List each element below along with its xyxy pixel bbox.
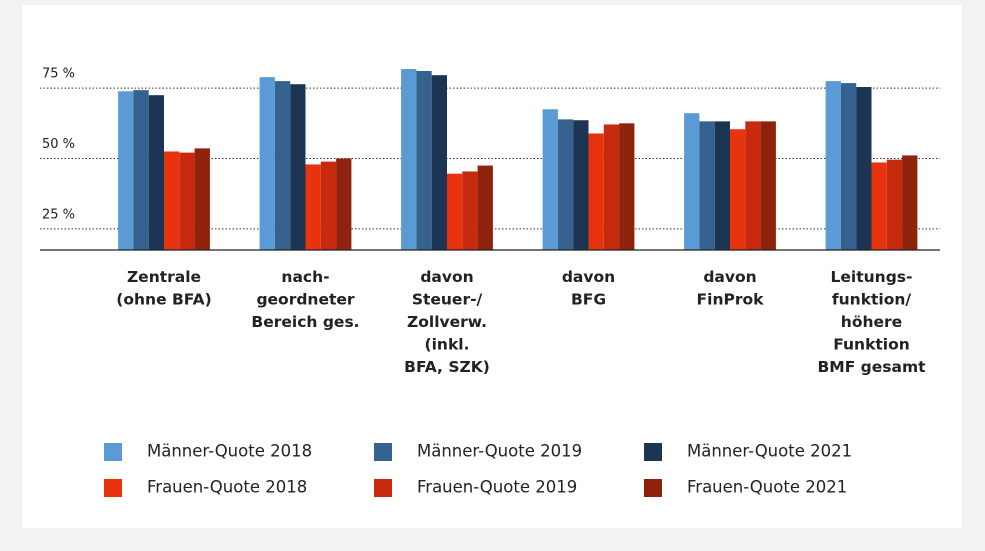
- legend-label: Männer-Quote 2018: [147, 442, 312, 461]
- y-tick-label: 50 %: [42, 137, 75, 152]
- legend-swatch: [104, 443, 122, 461]
- x-tick-label-line: funktion/: [832, 290, 912, 308]
- legend-label: Frauen-Quote 2018: [147, 478, 307, 497]
- x-tick-label: davon BFG: [562, 268, 615, 309]
- x-tick-label: Zentrale (ohne BFA): [116, 268, 211, 309]
- bar: [194, 148, 210, 250]
- x-tick-label-line: Funktion: [833, 335, 910, 353]
- bar: [730, 129, 746, 250]
- bar: [573, 120, 589, 251]
- x-tick-label-line: (ohne BFA): [116, 290, 211, 308]
- y-tick-label: 25 %: [42, 207, 75, 222]
- bar: [825, 81, 841, 250]
- bar: [603, 124, 620, 250]
- x-tick-label: nach-geordneter Bereich ges.: [251, 268, 359, 331]
- x-tick-label: davon Steuer-/ Zollverw. (inkl. BFA, SZK): [404, 268, 490, 376]
- bar: [431, 75, 447, 250]
- x-tick-label: Leitungs-funktion/höhere Funktion BMF gesa…: [817, 268, 926, 376]
- panel: [22, 5, 962, 528]
- bar: [259, 77, 275, 250]
- bar: [871, 162, 887, 250]
- x-tick-label-line: FinProk: [697, 290, 765, 308]
- bar: [745, 121, 761, 250]
- bar: [274, 81, 291, 250]
- bar: [902, 155, 918, 250]
- x-tick-label-line: (inkl.: [425, 335, 470, 353]
- bar: [619, 123, 635, 250]
- x-tick-label-line: höhere: [841, 313, 902, 331]
- bar: [336, 158, 352, 250]
- legend-label: Männer-Quote 2019: [417, 442, 582, 461]
- x-tick-label-line: Zentrale: [127, 268, 201, 286]
- legend-swatch: [374, 479, 392, 497]
- x-tick-label-line: BFG: [571, 290, 606, 308]
- bar: [684, 113, 700, 250]
- bar: [477, 165, 493, 250]
- x-tick-label-line: Bereich ges.: [251, 313, 359, 331]
- y-tick-label: 75 %: [42, 67, 75, 82]
- bar: [305, 164, 321, 250]
- bar: [588, 133, 604, 250]
- bar: [557, 119, 574, 250]
- bar: [290, 84, 306, 251]
- x-tick-label-line: davon: [562, 268, 615, 286]
- legend-swatch: [374, 443, 392, 461]
- x-tick-label-line: Steuer-/: [412, 290, 483, 308]
- x-tick-label-line: BMF gesamt: [817, 358, 926, 376]
- bar: [886, 159, 903, 250]
- x-tick-label: davon FinProk: [697, 268, 765, 309]
- x-tick-label-line: BFA, SZK): [404, 358, 490, 376]
- x-tick-label-line: nach-: [281, 268, 329, 286]
- legend-label: Frauen-Quote 2021: [687, 478, 847, 497]
- bar: [179, 152, 195, 250]
- bar: [447, 173, 463, 250]
- bar: [133, 90, 149, 250]
- legend-swatch: [644, 443, 662, 461]
- x-tick-label-line: Leitungs-: [831, 268, 913, 286]
- bar: [760, 121, 776, 250]
- x-tick-label-line: Zollverw.: [407, 313, 487, 331]
- x-tick-label-line: davon: [420, 268, 473, 286]
- bar: [320, 161, 337, 250]
- bar: [416, 70, 432, 250]
- bar: [856, 87, 872, 251]
- legend-swatch: [644, 479, 662, 497]
- bar: [118, 91, 134, 250]
- legend-label: Frauen-Quote 2019: [417, 478, 577, 497]
- bar: [401, 69, 417, 250]
- bar: [542, 109, 558, 250]
- bar: [840, 83, 857, 250]
- legend-label: Männer-Quote 2021: [687, 442, 852, 461]
- x-tick-label-line: davon: [703, 268, 756, 286]
- legend-swatch: [104, 479, 122, 497]
- bar: [699, 121, 715, 250]
- bar: [462, 171, 478, 250]
- bar: [164, 151, 180, 250]
- bar: [148, 95, 164, 251]
- bar: [714, 121, 730, 250]
- x-tick-label-line: geordneter: [256, 290, 354, 308]
